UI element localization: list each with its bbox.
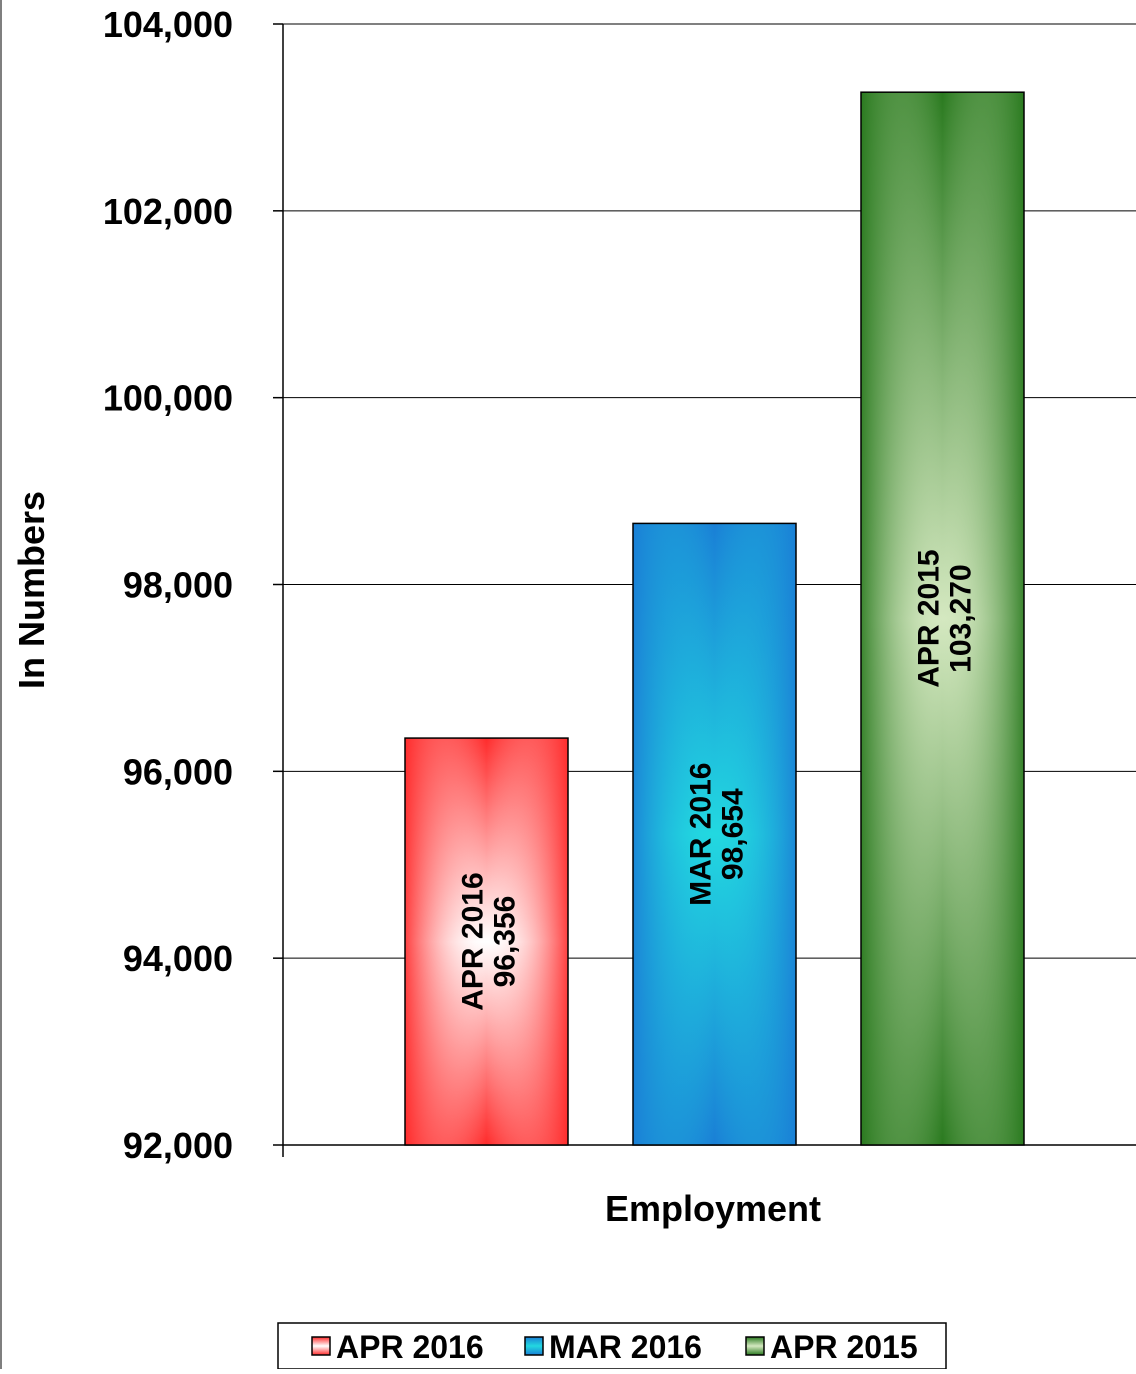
legend-label: MAR 2016 (549, 1329, 702, 1365)
y-tick-label: 102,000 (103, 191, 233, 232)
legend-item: APR 2016 (311, 1329, 484, 1365)
bar-apr-2016 (404, 737, 569, 1146)
bar-apr-2015 (860, 91, 1025, 1146)
legend: APR 2016 MAR 2016 APR 2015 (277, 1322, 947, 1370)
legend-swatch (524, 1336, 544, 1356)
bar-mar-2016 (632, 522, 797, 1146)
legend-label: APR 2016 (336, 1329, 484, 1365)
y-tick-label: 100,000 (103, 378, 233, 419)
bar-value: 103,270 (945, 564, 978, 672)
bar-data-label: APR 2016 96,356 (457, 872, 522, 1010)
legend-swatch (745, 1336, 765, 1356)
y-tick-label: 96,000 (123, 751, 233, 792)
bar-data-label: APR 2015 103,270 (913, 549, 978, 687)
bar-value: 98,654 (717, 788, 750, 880)
legend-item: MAR 2016 (524, 1329, 702, 1365)
bar-series-name: MAR 2016 (685, 762, 718, 905)
bar-value: 96,356 (489, 896, 522, 988)
legend-swatch (311, 1336, 331, 1356)
bars (404, 91, 1025, 1146)
y-tick-label: 104,000 (103, 4, 233, 45)
bar-data-labels: APR 2016 96,356 MAR 2016 98,654 APR 2015 103,… (457, 549, 978, 1010)
legend-label: APR 2015 (770, 1329, 918, 1365)
bar-data-label: MAR 2016 98,654 (685, 762, 750, 905)
y-axis-title: In Numbers (11, 491, 52, 689)
y-tick-label: 92,000 (123, 1125, 233, 1166)
bar-series-name: APR 2016 (457, 872, 490, 1010)
x-axis-title: Employment (605, 1188, 821, 1229)
y-tick-labels: 92,000 94,000 96,000 98,000 100,000 102,000 10… (103, 4, 233, 1166)
y-tick-label: 94,000 (123, 938, 233, 979)
y-tick-label: 98,000 (123, 565, 233, 606)
bar-series-name: APR 2015 (913, 549, 946, 687)
legend-item: APR 2015 (745, 1329, 918, 1365)
